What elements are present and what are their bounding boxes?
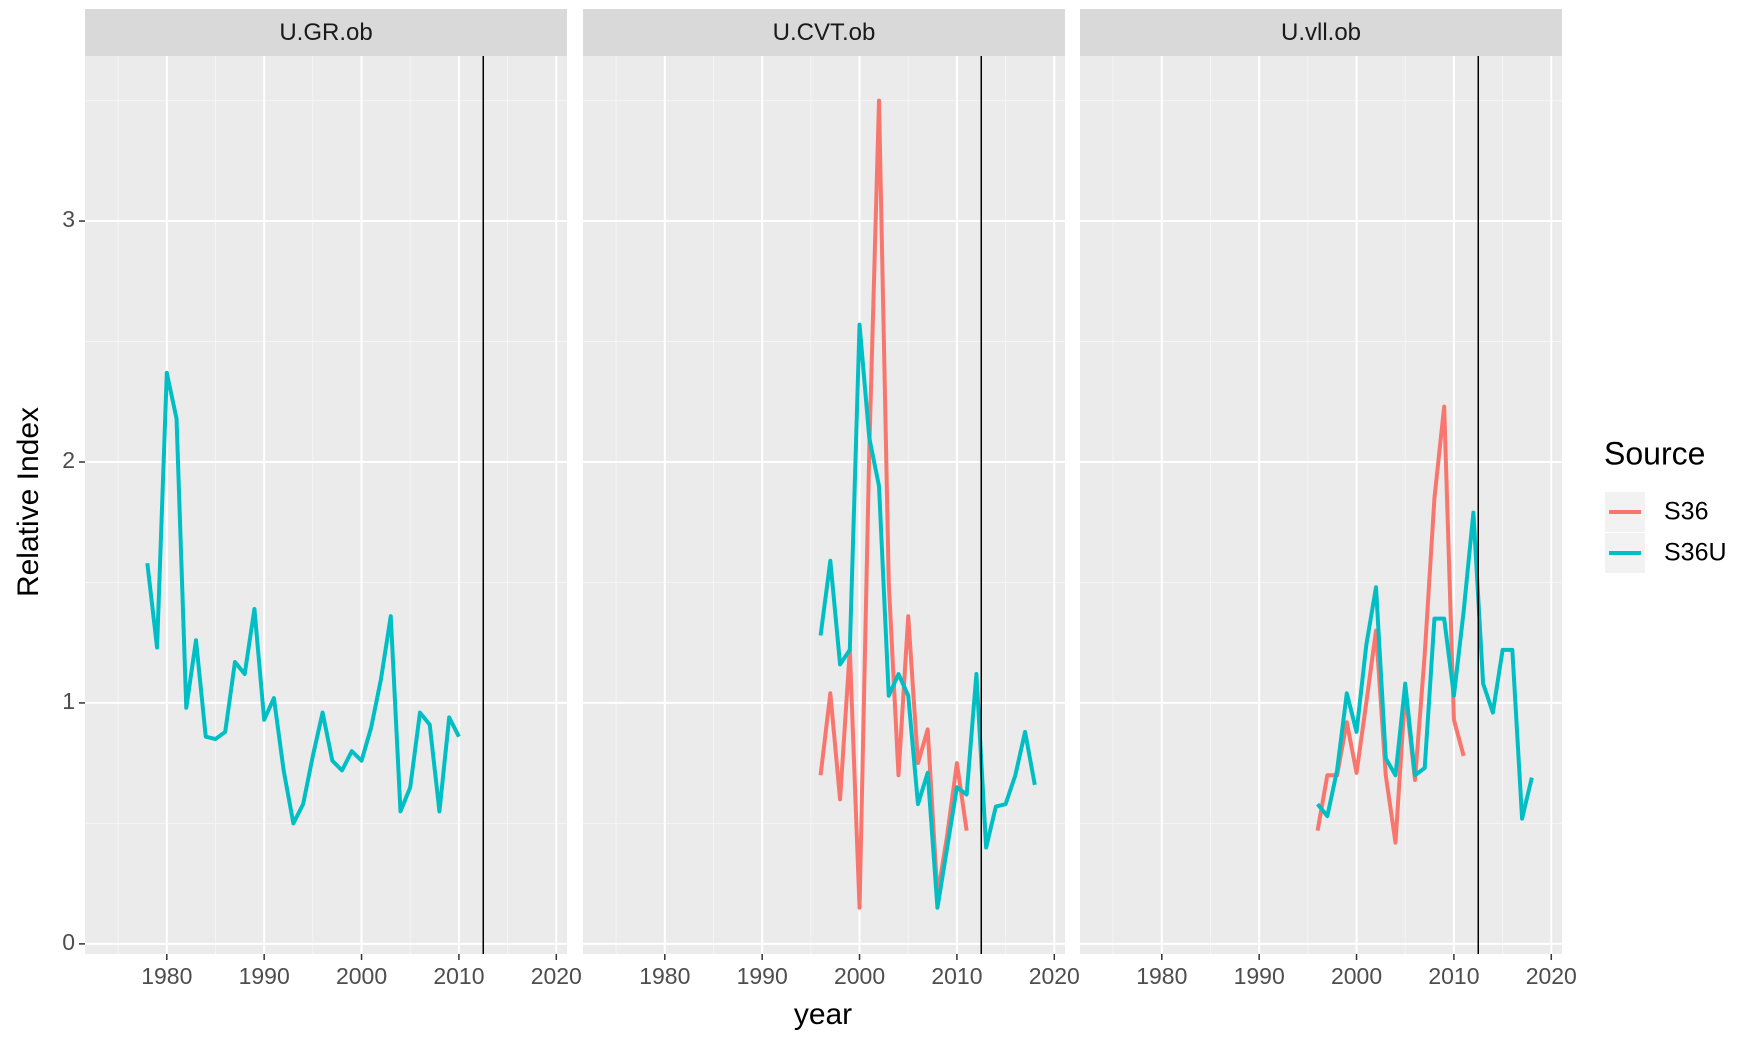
x-tick-label: 2010 (931, 963, 982, 989)
x-tick-label: 2000 (336, 963, 387, 989)
x-tick-label: 1990 (239, 963, 290, 989)
x-tick-label: 2020 (1029, 963, 1080, 989)
strip-label: U.vll.ob (1281, 19, 1361, 46)
x-tick-label: 2000 (834, 963, 885, 989)
strip (85, 9, 567, 56)
series-line (1315, 404, 1466, 845)
legend-title: Source (1604, 435, 1705, 471)
strip-label: U.CVT.ob (773, 19, 876, 46)
y-tick-label: 0 (62, 929, 75, 955)
panel (85, 56, 567, 954)
y-tick-label: 3 (62, 206, 75, 232)
x-axis-title: year (794, 998, 852, 1031)
series-line (1316, 510, 1534, 821)
series-line (145, 370, 461, 826)
y-tick-label: 1 (62, 688, 75, 714)
x-tick-label: 1980 (141, 963, 192, 989)
x-tick-label: 1990 (1234, 963, 1285, 989)
x-tick-label: 2020 (1526, 963, 1577, 989)
series-line (818, 322, 1037, 910)
x-tick-label: 1980 (1136, 963, 1187, 989)
y-axis-title: Relative Index (12, 407, 45, 597)
y-tick-label: 2 (62, 447, 75, 473)
strip (1080, 9, 1562, 56)
x-tick-label: 1990 (737, 963, 788, 989)
x-tick-label: 2010 (1428, 963, 1479, 989)
strip (583, 9, 1065, 56)
legend-label: S36 (1664, 498, 1708, 526)
x-tick-label: 2000 (1331, 963, 1382, 989)
x-tick-label: 2020 (531, 963, 582, 989)
x-tick-label: 2010 (433, 963, 484, 989)
legend-label: S36U (1664, 539, 1727, 567)
x-tick-label: 1980 (639, 963, 690, 989)
strip-label: U.GR.ob (279, 19, 372, 46)
